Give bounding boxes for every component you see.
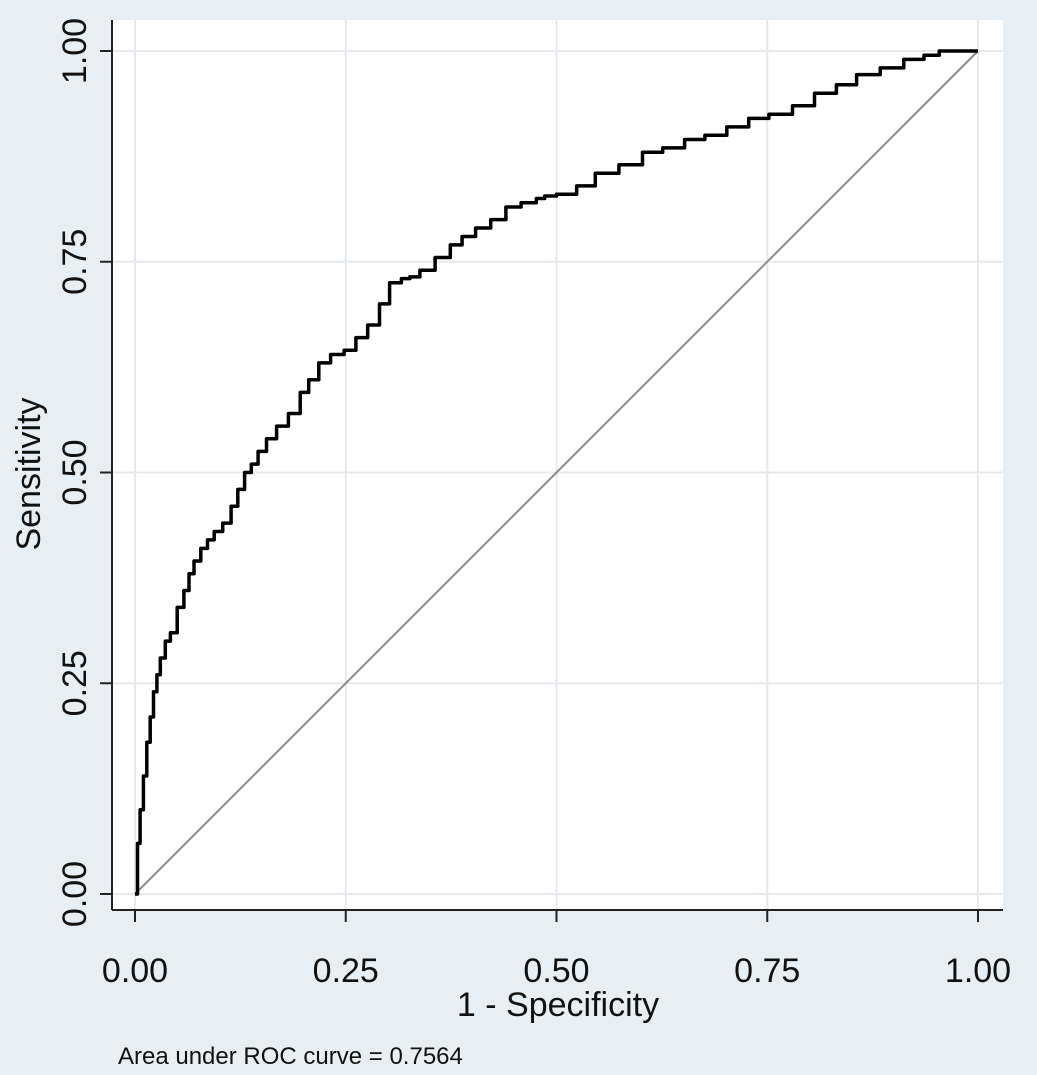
y-tick-label: 0.25 [56, 650, 94, 716]
roc-curve-line [135, 49, 978, 896]
y-tick-label: 0.00 [56, 861, 94, 927]
y-tick-label: 0.50 [56, 439, 94, 505]
axes [100, 20, 1003, 922]
y-tick-label: 0.75 [56, 229, 94, 295]
tick-labels: 0.00 0.25 0.50 0.75 1.00 0.00 0.25 0.50 0.75 1.00 [56, 18, 1011, 990]
reference-diagonal-line [134, 50, 979, 895]
y-tick-label: 1.00 [56, 18, 94, 84]
x-tick-label: 1.00 [945, 952, 1011, 990]
x-axis-title: 1 - Specificity [457, 986, 659, 1024]
x-tick-label: 0.00 [102, 952, 168, 990]
x-tick-label: 0.75 [734, 952, 800, 990]
auc-note: Area under ROC curve = 0.7564 [118, 1043, 463, 1070]
x-tick-label: 0.50 [523, 952, 589, 990]
y-axis-title: Sensitivity [10, 397, 48, 550]
series-layer [134, 49, 979, 896]
x-tick-label: 0.25 [313, 952, 379, 990]
